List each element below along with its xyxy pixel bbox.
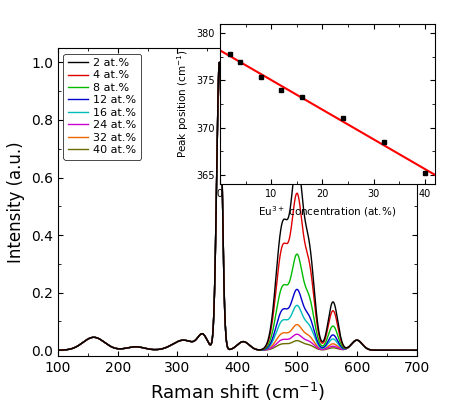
2 at.% — [96, 336, 101, 341]
32 at.% — [407, 348, 413, 353]
4 at.% — [407, 348, 413, 353]
12 at.% — [55, 348, 61, 352]
Y-axis label: Intensity (a.u.): Intensity (a.u.) — [7, 141, 25, 263]
12 at.% — [414, 348, 419, 353]
24 at.% — [217, 60, 222, 65]
2 at.% — [414, 348, 419, 353]
8 at.% — [369, 348, 374, 352]
2 at.% — [55, 348, 61, 352]
4 at.% — [217, 60, 222, 65]
Line: 2 at.%: 2 at.% — [58, 62, 417, 350]
32 at.% — [55, 348, 61, 352]
32 at.% — [208, 342, 214, 347]
2 at.% — [369, 348, 374, 352]
24 at.% — [407, 348, 413, 353]
4 at.% — [414, 348, 419, 353]
4 at.% — [96, 336, 101, 341]
Line: 16 at.%: 16 at.% — [58, 62, 417, 350]
32 at.% — [414, 348, 419, 353]
32 at.% — [96, 336, 101, 341]
24 at.% — [117, 346, 123, 351]
24 at.% — [193, 338, 198, 342]
4 at.% — [55, 348, 61, 352]
40 at.% — [208, 342, 214, 347]
12 at.% — [217, 60, 222, 65]
4 at.% — [193, 338, 198, 342]
Y-axis label: Peak position (cm$^{-1}$): Peak position (cm$^{-1}$) — [175, 50, 191, 158]
8 at.% — [414, 348, 419, 353]
16 at.% — [55, 348, 61, 352]
8 at.% — [217, 60, 222, 65]
2 at.% — [208, 342, 214, 347]
16 at.% — [407, 348, 413, 353]
16 at.% — [414, 348, 419, 353]
16 at.% — [208, 342, 214, 347]
12 at.% — [208, 342, 214, 347]
32 at.% — [193, 338, 198, 342]
40 at.% — [217, 60, 222, 65]
2 at.% — [117, 346, 123, 351]
Line: 32 at.%: 32 at.% — [58, 62, 417, 350]
Line: 8 at.%: 8 at.% — [58, 62, 417, 350]
12 at.% — [407, 348, 413, 353]
16 at.% — [369, 348, 374, 352]
Line: 40 at.%: 40 at.% — [58, 62, 417, 350]
24 at.% — [414, 348, 419, 353]
32 at.% — [217, 60, 222, 65]
2 at.% — [193, 338, 198, 342]
40 at.% — [414, 348, 419, 353]
16 at.% — [217, 60, 222, 65]
4 at.% — [369, 348, 374, 352]
X-axis label: Raman shift (cm$^{-1}$): Raman shift (cm$^{-1}$) — [150, 380, 325, 400]
Line: 12 at.%: 12 at.% — [58, 62, 417, 350]
40 at.% — [117, 346, 123, 351]
40 at.% — [369, 348, 374, 352]
24 at.% — [208, 342, 214, 347]
Line: 24 at.%: 24 at.% — [58, 62, 417, 350]
X-axis label: Eu$^{3+}$ concentration (at.%): Eu$^{3+}$ concentration (at.%) — [258, 204, 397, 219]
4 at.% — [117, 346, 123, 351]
16 at.% — [193, 338, 198, 342]
12 at.% — [117, 346, 123, 351]
8 at.% — [407, 348, 413, 353]
16 at.% — [117, 346, 123, 351]
8 at.% — [208, 342, 214, 347]
24 at.% — [96, 336, 101, 341]
8 at.% — [193, 338, 198, 342]
24 at.% — [55, 348, 61, 352]
Line: 4 at.%: 4 at.% — [58, 62, 417, 350]
40 at.% — [407, 348, 413, 353]
32 at.% — [117, 346, 123, 351]
24 at.% — [369, 348, 374, 352]
16 at.% — [96, 336, 101, 341]
40 at.% — [193, 338, 198, 342]
32 at.% — [369, 348, 374, 352]
8 at.% — [117, 346, 123, 351]
2 at.% — [217, 60, 222, 65]
4 at.% — [208, 342, 214, 347]
8 at.% — [96, 336, 101, 341]
12 at.% — [369, 348, 374, 352]
2 at.% — [407, 348, 413, 353]
Legend: 2 at.%, 4 at.%, 8 at.%, 12 at.%, 16 at.%, 24 at.%, 32 at.%, 40 at.%: 2 at.%, 4 at.%, 8 at.%, 12 at.%, 16 at.%… — [63, 54, 141, 160]
40 at.% — [96, 336, 101, 341]
40 at.% — [55, 348, 61, 352]
12 at.% — [96, 336, 101, 341]
8 at.% — [55, 348, 61, 352]
12 at.% — [193, 338, 198, 342]
